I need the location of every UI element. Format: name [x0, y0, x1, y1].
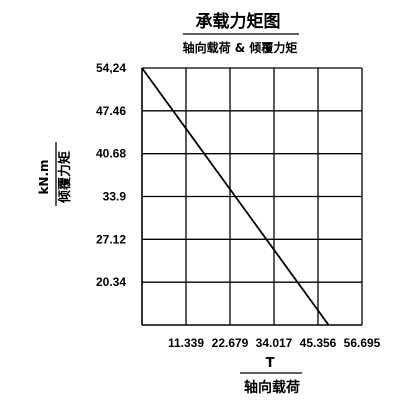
y-axis-label: 倾覆力矩: [57, 151, 73, 204]
x-axis-unit: T: [266, 356, 275, 371]
y-tick-labels: 54,24 47.46 40.68 33.9 27.12 20.34: [96, 61, 126, 289]
x-tick-label: 34.017: [256, 336, 293, 350]
grid: [141, 67, 363, 326]
x-tick-label: 56.695: [344, 336, 381, 350]
y-tick-label: 54,24: [96, 61, 126, 75]
x-tick-label: 45.356: [300, 336, 337, 350]
x-tick-label: 22.679: [212, 336, 249, 350]
y-tick-label: 27.12: [96, 232, 126, 246]
y-tick-label: 40.68: [96, 147, 126, 161]
chart-subtitle: 轴向载荷 & 倾覆力矩: [183, 40, 298, 55]
chart-title: 承载力矩图: [196, 11, 281, 32]
y-axis-unit: kN.m: [37, 159, 51, 194]
series-line: [141, 67, 330, 326]
y-tick-label: 47.46: [96, 104, 126, 118]
x-tick-labels: 11.339 22.679 34.017 45.356 56.695: [168, 336, 381, 350]
x-axis-label: 轴向载荷: [244, 379, 300, 396]
series-layer: [141, 67, 330, 326]
y-tick-label: 20.34: [96, 275, 126, 289]
y-tick-label: 33.9: [103, 190, 127, 204]
x-tick-label: 11.339: [168, 336, 204, 350]
